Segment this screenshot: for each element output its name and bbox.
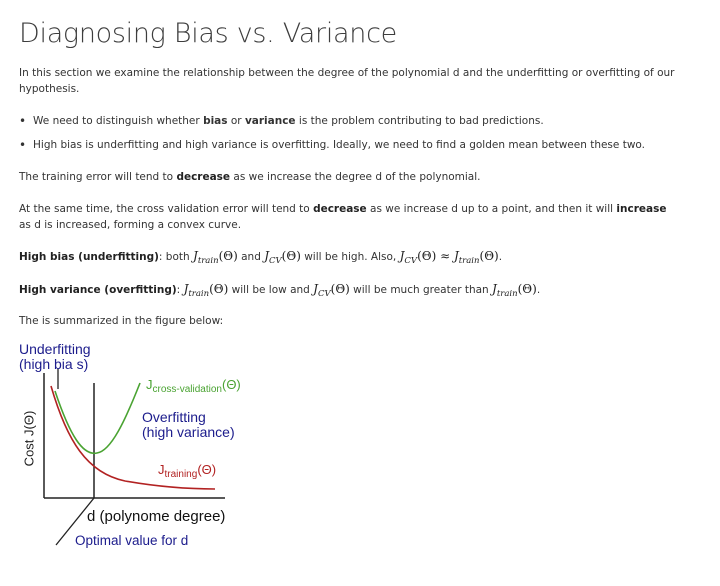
- bold-increase: increase: [616, 203, 667, 215]
- optimal-pointer: [55, 497, 95, 546]
- intro-paragraph: In this section we examine the relations…: [19, 67, 675, 95]
- text: as we increase the degree d of the polyn…: [230, 171, 481, 183]
- j-train-label: Jtraining(Θ): [158, 462, 217, 480]
- text: .: [536, 284, 541, 296]
- summary-paragraph: The is summarized in the figure below:: [19, 315, 224, 327]
- text: will be high. Also,: [300, 251, 400, 263]
- cv-curve: [54, 382, 141, 455]
- high-variance-paragraph: High variance (overfitting): Jtrain(Θ) w…: [19, 281, 679, 298]
- underfitting-label: Underfitting (high bia s): [19, 341, 91, 372]
- text: : both: [158, 251, 193, 263]
- text: as d is increased, forming a convex curv…: [19, 219, 242, 231]
- x-axis-label: d (polynome degree): [87, 508, 226, 525]
- bullet-bias-variance: We need to distinguish whether bias or v…: [19, 113, 645, 129]
- training-error-paragraph: The training error will tend to decrease…: [19, 169, 679, 185]
- text: will be much greater than: [349, 284, 493, 296]
- j-train-math: Jtrain(Θ): [183, 282, 229, 299]
- text: will be low and: [228, 284, 314, 296]
- bullet-text: or: [227, 115, 245, 127]
- overfitting-label: Overfitting (high variance): [142, 409, 235, 440]
- high-bias-label: High bias (underfitting): [19, 251, 159, 263]
- training-curve: [50, 385, 216, 490]
- high-variance-label: High variance (overfitting): [19, 284, 177, 296]
- text: :: [176, 284, 184, 296]
- bullet-golden-mean: High bias is underfitting and high varia…: [19, 137, 645, 153]
- j-cv-approx-j-train-math: JCV(Θ) ≈ Jtrain(Θ): [399, 249, 499, 266]
- j-cv-math: JCV(Θ): [313, 282, 350, 299]
- bold-variance: variance: [244, 115, 296, 127]
- text: and: [237, 251, 265, 263]
- j-cv-math: JCV(Θ): [264, 249, 301, 266]
- y-axis-label: Cost J(Θ): [21, 410, 37, 467]
- figure-graphics: [43, 369, 225, 546]
- text: At the same time, the cross validation e…: [19, 203, 314, 215]
- bullet-text: We need to distinguish whether: [33, 115, 204, 127]
- bold-decrease: decrease: [176, 171, 231, 183]
- j-train-math: Jtrain(Θ): [492, 282, 537, 299]
- bullet-list: We need to distinguish whether bias or v…: [19, 113, 645, 153]
- bias-variance-figure: Underfitting (high bia s) Cost J(Θ) Jcro…: [15, 341, 275, 556]
- high-bias-paragraph: High bias (underfitting): both Jtrain(Θ)…: [19, 248, 679, 265]
- text: The training error will tend to: [19, 171, 177, 183]
- j-train-math: Jtrain(Θ): [193, 249, 238, 266]
- text: as we increase d up to a point, and then…: [366, 203, 617, 215]
- bullet-text: is the problem contributing to bad predi…: [295, 115, 544, 127]
- text: .: [498, 251, 503, 263]
- bold-bias: bias: [203, 115, 228, 127]
- optimal-label: Optimal value for d: [75, 533, 189, 548]
- cv-error-paragraph: At the same time, the cross validation e…: [19, 201, 679, 233]
- bold-decrease: decrease: [313, 203, 367, 215]
- page-title: Diagnosing Bias vs. Variance: [19, 18, 397, 49]
- j-cv-label: Jcross-validation(Θ): [146, 377, 241, 395]
